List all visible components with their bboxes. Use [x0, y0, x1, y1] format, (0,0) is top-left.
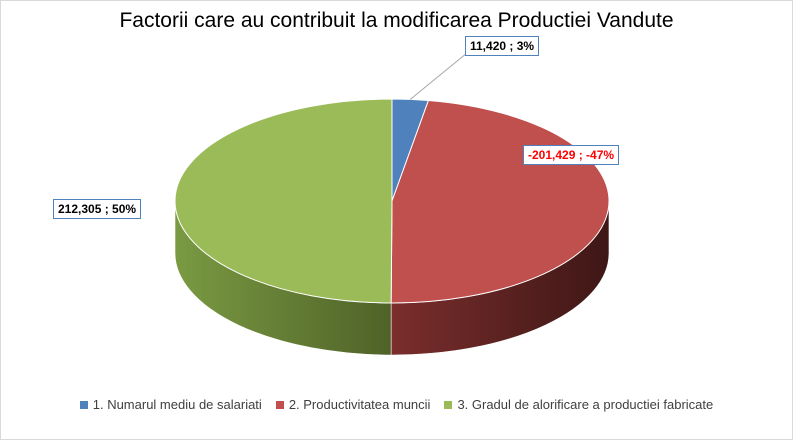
leader-line-salariati [409, 52, 468, 100]
data-label-valorificare: 212,305 ; 50% [53, 199, 142, 219]
legend-label: 1. Numarul mediu de salariati [92, 397, 262, 412]
legend-swatch-red [275, 400, 284, 409]
data-label-salariati: 11,420 ; 3% [465, 36, 540, 56]
chart-legend: 1. Numarul mediu de salariati 2. Product… [1, 397, 792, 412]
legend-swatch-blue [79, 400, 88, 409]
legend-label: 3. Gradul de alorificare a productiei fa… [457, 397, 714, 412]
legend-item-valorificare: 3. Gradul de alorificare a productiei fa… [444, 397, 713, 412]
data-label-productivitate: -201,429 ; -47% [523, 145, 620, 165]
legend-item-productivitate: 2. Productivitatea muncii [275, 397, 431, 412]
legend-item-salariati: 1. Numarul mediu de salariati [79, 397, 262, 412]
legend-swatch-green [444, 400, 453, 409]
pie-chart [174, 52, 610, 356]
legend-label: 2. Productivitatea muncii [288, 397, 431, 412]
pie-slice-valorificare [174, 98, 393, 304]
chart-title: Factorii care au contribuit la modificar… [119, 9, 674, 32]
